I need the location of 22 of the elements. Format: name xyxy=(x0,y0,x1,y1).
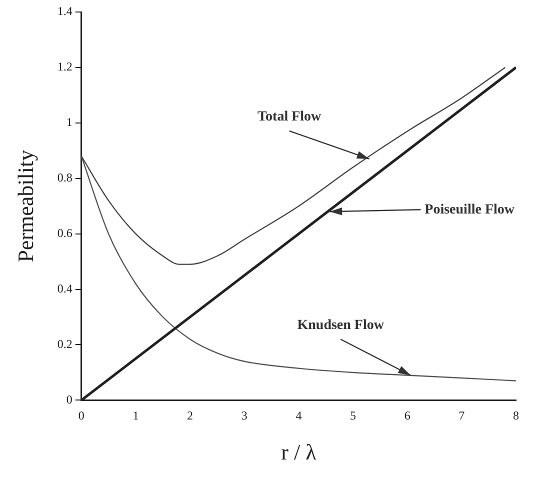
y-tick-label: 0.6 xyxy=(57,226,72,240)
y-tick-label: 0.8 xyxy=(57,170,72,185)
annotation: Knudsen Flow xyxy=(297,318,385,333)
x-tick-label: 2 xyxy=(187,408,194,423)
x-tick-label: 3 xyxy=(241,408,248,423)
x-tick-label: 6 xyxy=(404,408,410,423)
x-tick-label: 7 xyxy=(458,408,465,423)
x-tick-label: 8 xyxy=(513,408,519,423)
x-tick-label: 0 xyxy=(78,408,84,423)
annotation: Poiseuille Flow xyxy=(424,202,516,218)
y-tick-label: 1.2 xyxy=(57,60,72,74)
y-tick-label: 0 xyxy=(66,392,72,406)
y-tick-label: 1.4 xyxy=(57,4,72,18)
x-tick-label: 4 xyxy=(296,408,302,423)
x-tick-label: 1 xyxy=(132,408,139,423)
y-tick-label: 0.2 xyxy=(57,336,72,351)
y-tick-label: 1 xyxy=(66,115,72,130)
y-axis-title: Permeability xyxy=(12,150,38,262)
x-axis-title: r / λ xyxy=(281,440,317,465)
y-tick-label: 0.4 xyxy=(57,281,72,296)
annotation: Total Flow xyxy=(257,110,322,125)
x-tick-label: 5 xyxy=(350,408,356,423)
